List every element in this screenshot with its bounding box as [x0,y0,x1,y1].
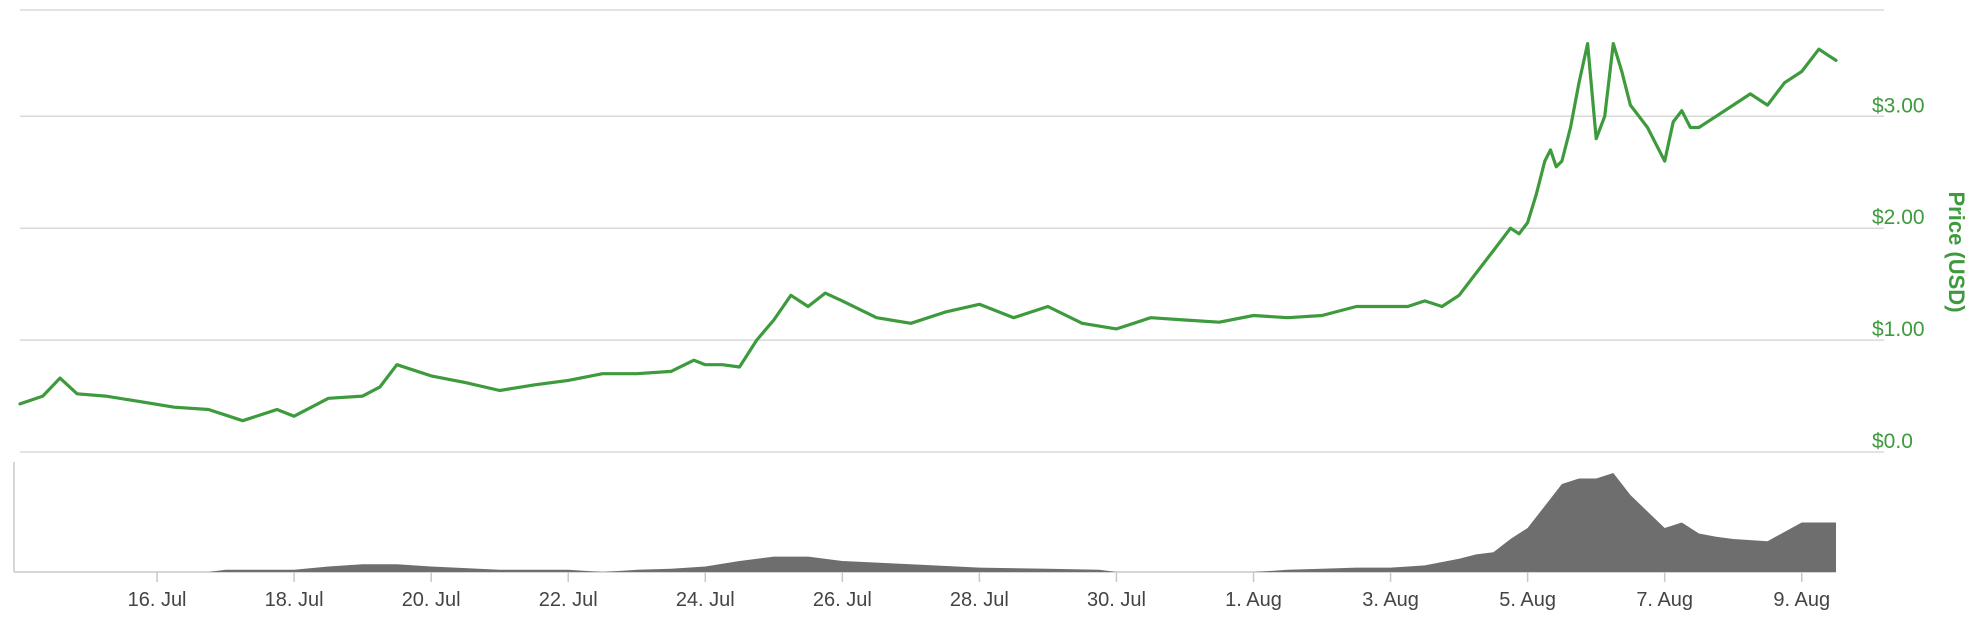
x-tick-label: 22. Jul [539,589,598,611]
x-tick-label: 18. Jul [265,589,324,611]
price-line-group [18,42,1838,423]
y-axis-title: Price (USD) [1944,191,1969,312]
volume-series-area [20,473,1836,572]
x-tick-label: 30. Jul [1087,589,1146,611]
x-tick-label: 24. Jul [676,589,735,611]
x-tick-label: 16. Jul [128,589,187,611]
x-axis-ticks: 16. Jul 18. Jul 20. Jul 22. Jul 24. Jul 26. J… [128,572,1830,611]
y-tick-label: $2.00 [1872,206,1925,229]
x-tick-label: 7. Aug [1636,589,1693,611]
x-tick-label: 1. Aug [1225,589,1282,611]
volume-area-group [20,473,1836,572]
y-tick-label: $0.0 [1872,430,1913,453]
y-axis-ticks: $0.0 $1.00 $2.00 $3.00 [1872,94,1925,453]
x-tick-label: 28. Jul [950,589,1009,611]
price-series-line [18,42,1838,423]
y-tick-label: $3.00 [1872,94,1925,117]
x-tick-label: 5. Aug [1499,589,1556,611]
x-tick-label: 3. Aug [1362,589,1419,611]
y-tick-label: $1.00 [1872,318,1925,341]
x-tick-label: 20. Jul [402,589,461,611]
x-tick-label: 26. Jul [813,589,872,611]
x-tick-label: 9. Aug [1773,589,1830,611]
